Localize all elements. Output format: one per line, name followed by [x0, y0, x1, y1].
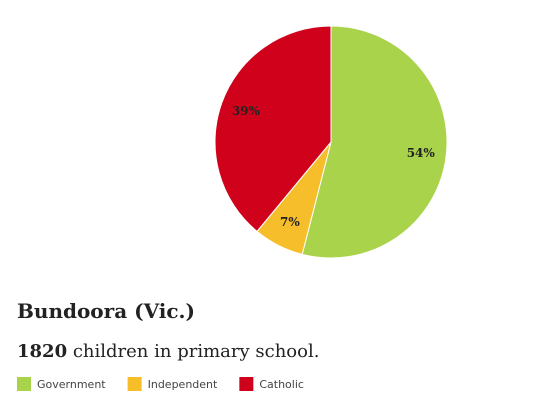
- legend-swatch: [127, 377, 142, 391]
- value-label: 39%: [232, 104, 261, 118]
- pie-slice: [214, 25, 332, 233]
- legend-label: Independent: [148, 378, 218, 391]
- value-label: 54%: [407, 146, 436, 160]
- legend-label: Catholic: [259, 378, 304, 391]
- legend-label: Government: [37, 378, 106, 391]
- chart-subtitle: 1820 children in primary school.: [17, 341, 319, 362]
- pie-slice: [301, 25, 448, 259]
- value-label: 7%: [280, 215, 300, 229]
- count: 1820: [17, 341, 67, 362]
- chart-title: Bundoora (Vic.): [17, 299, 195, 323]
- legend-swatch: [17, 377, 31, 391]
- subtitle-text: children in primary school.: [73, 341, 320, 362]
- legend-swatch: [239, 377, 254, 391]
